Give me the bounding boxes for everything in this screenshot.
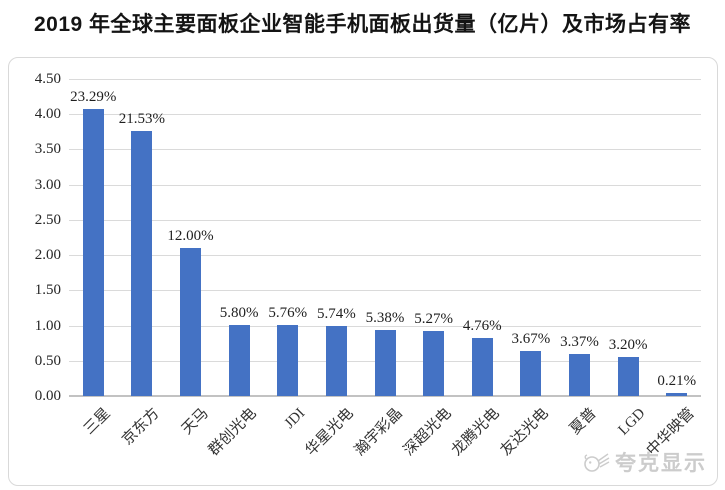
gridline — [69, 149, 701, 151]
bar — [374, 329, 396, 396]
gridline — [69, 184, 701, 186]
y-tick-label: 3.00 — [34, 176, 61, 193]
x-category-label: 华星光电 — [303, 405, 358, 460]
gridline — [69, 290, 701, 292]
x-category-label: 友达光电 — [497, 405, 552, 460]
gridline — [69, 79, 701, 80]
bar-value-label: 5.27% — [414, 311, 453, 328]
x-category-label: LGD — [615, 405, 649, 439]
watermark: 夸克显示 — [582, 447, 707, 477]
quark-mascot-icon — [584, 453, 610, 472]
bar — [666, 393, 688, 396]
y-tick-label: 4.00 — [34, 106, 61, 123]
bar-value-label: 4.76% — [462, 317, 502, 334]
bar — [617, 356, 639, 396]
x-category-label: 群创光电 — [206, 405, 260, 460]
gridline — [69, 255, 701, 257]
bar — [131, 131, 153, 396]
plot-area: 夸克显示 0.00 0.50 1.00 1.50 2.00 2.50 3.00 3.50 4.0… — [8, 57, 718, 486]
gridline — [69, 325, 701, 327]
x-category-label: 深超光电 — [400, 405, 455, 460]
gridline — [69, 114, 701, 116]
x-category-label: 龙腾光电 — [449, 405, 503, 460]
y-tick-label: 0.00 — [34, 388, 61, 404]
y-tick-label: 1.00 — [34, 317, 61, 334]
x-category-label: 三星 — [81, 405, 114, 438]
bar — [471, 337, 493, 396]
y-tick-label: 1.50 — [34, 282, 61, 299]
bar-value-label: 5.80% — [219, 304, 259, 321]
bar-value-label: 3.20% — [608, 336, 648, 353]
bar — [228, 324, 250, 396]
x-category-label: 中华映管 — [643, 405, 698, 460]
bar-value-label: 21.53% — [118, 111, 166, 128]
bar-value-label: 3.37% — [560, 334, 599, 351]
bar — [82, 109, 104, 396]
y-tick-label: 2.00 — [34, 247, 61, 264]
y-tick-label: 2.50 — [34, 211, 61, 228]
x-axis-line — [69, 395, 701, 397]
bar — [423, 331, 445, 396]
y-tick-label: 3.50 — [34, 141, 61, 158]
bar-value-label: 23.29% — [70, 89, 117, 106]
x-category-label: 京东方 — [119, 405, 163, 449]
x-category-label: 夏普 — [567, 405, 601, 438]
bar — [277, 324, 299, 396]
bar — [520, 350, 542, 396]
bar — [180, 248, 202, 396]
bar-value-label: 3.67% — [511, 330, 551, 347]
chart-title: 2019 年全球主要面板企业智能手机面板出货量（亿片）及市场占有率 — [33, 13, 692, 36]
gridline — [69, 219, 701, 221]
y-tick-label: 4.50 — [34, 71, 61, 87]
bar — [325, 325, 347, 396]
bar-value-label: 0.21% — [657, 373, 697, 390]
x-category-label: JDI — [281, 405, 309, 432]
bar — [568, 354, 590, 396]
bar-value-label: 12.00% — [167, 228, 214, 245]
bar-value-label: 5.74% — [317, 305, 356, 322]
bar-value-label: 5.76% — [268, 304, 308, 321]
x-category-label: 天马 — [178, 405, 212, 438]
x-category-label: 瀚宇彩晶 — [351, 405, 406, 460]
bar-value-label: 5.38% — [365, 309, 405, 326]
y-tick-label: 0.50 — [34, 352, 61, 369]
